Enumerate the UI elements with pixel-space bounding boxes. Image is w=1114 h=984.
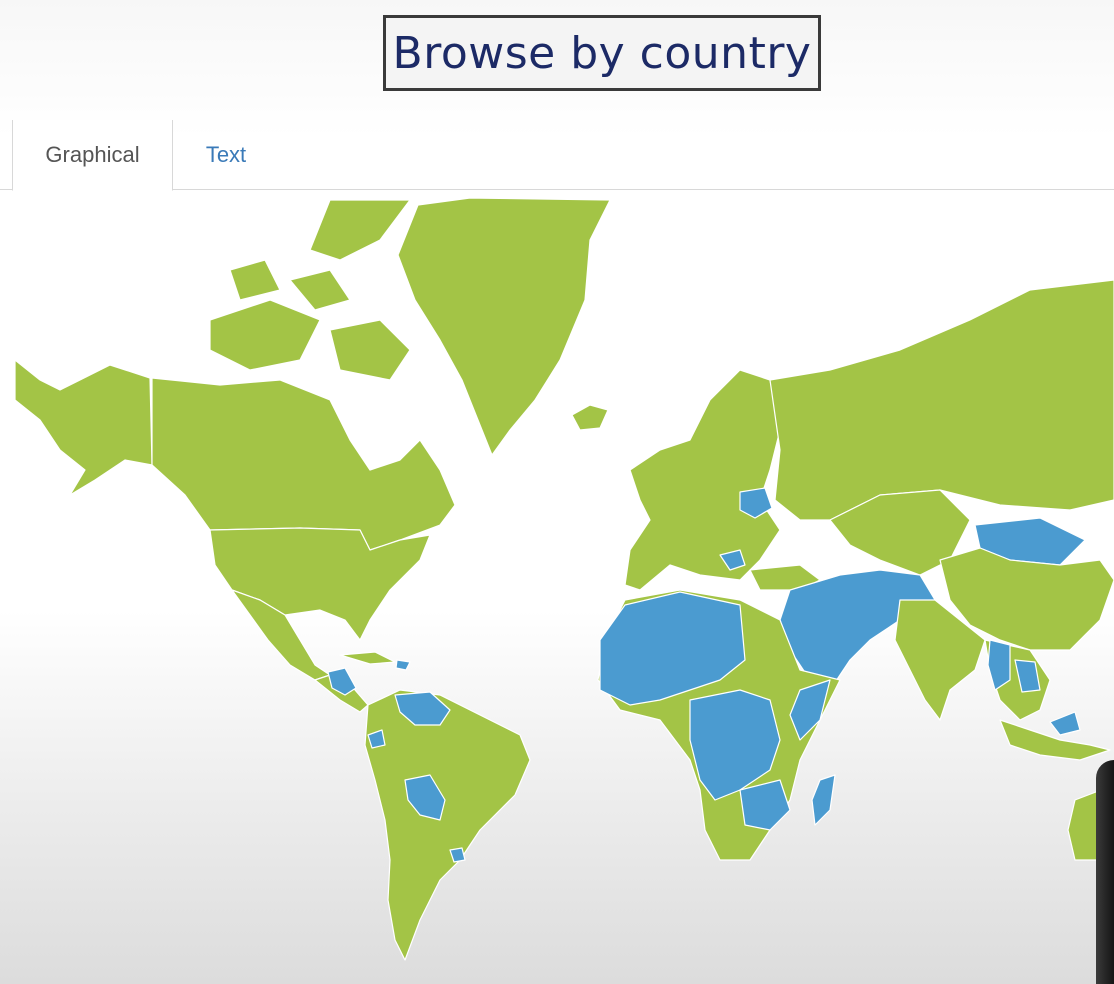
country-canada-islands[interactable] (209, 199, 411, 381)
country-europe[interactable] (624, 369, 781, 591)
country-east-africa-blue[interactable] (789, 679, 831, 741)
country-ukraine[interactable] (739, 487, 773, 519)
country-central-america-blue[interactable] (327, 667, 357, 696)
presenter-silhouette (1096, 760, 1114, 984)
country-ecuador[interactable] (367, 729, 386, 749)
country-cuba[interactable] (339, 651, 396, 665)
country-madagascar[interactable] (811, 774, 836, 826)
country-southern-africa-blue[interactable] (739, 779, 791, 831)
country-bolivia[interactable] (404, 774, 446, 821)
country-haiti[interactable] (395, 659, 411, 671)
country-north-west-africa[interactable] (599, 591, 746, 706)
country-greenland[interactable] (397, 197, 611, 456)
tab-graphical-label: Graphical (45, 142, 140, 167)
country-usa[interactable] (209, 527, 431, 641)
country-iceland[interactable] (571, 404, 609, 431)
country-south-america[interactable] (364, 689, 531, 961)
country-usa-alaska[interactable] (14, 359, 153, 496)
country-russia[interactable] (769, 279, 1114, 521)
tab-graphical[interactable]: Graphical (12, 120, 173, 191)
country-venezuela[interactable] (394, 691, 451, 726)
tab-bar: Graphical Text (0, 120, 1114, 191)
tab-text-label: Text (205, 142, 247, 167)
country-china[interactable] (939, 547, 1114, 651)
country-indonesia[interactable] (999, 719, 1111, 761)
country-myanmar[interactable] (987, 639, 1011, 691)
country-central-africa[interactable] (689, 689, 781, 801)
page-title: Browse by country (392, 27, 812, 79)
country-balkans[interactable] (719, 549, 746, 571)
country-canada[interactable] (151, 377, 456, 551)
country-uruguay[interactable] (449, 847, 466, 863)
country-india[interactable] (894, 599, 986, 721)
country-laos-cambodia[interactable] (1014, 659, 1041, 693)
page-title-box: Browse by country (383, 15, 821, 91)
tab-text[interactable]: Text (182, 120, 270, 190)
country-indonesia-blue[interactable] (1049, 711, 1081, 736)
world-map: .land { fill: #a3c446; } .hi { fill: #4b… (14, 197, 1114, 961)
